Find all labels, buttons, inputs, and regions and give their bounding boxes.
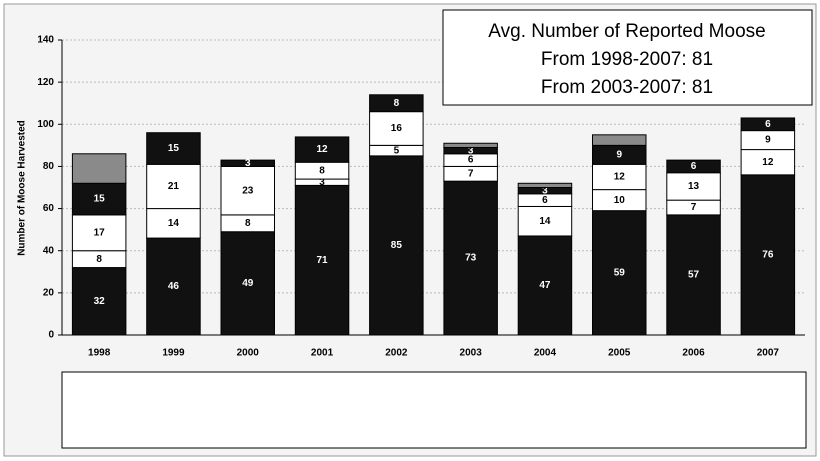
data-label: 5: [394, 145, 400, 156]
data-label: 57: [688, 270, 700, 281]
bar-segment: [146, 132, 201, 165]
bar-segment: [369, 111, 424, 146]
x-tick-label: 2003: [460, 348, 483, 359]
data-label: 13: [688, 181, 700, 192]
data-label: 14: [539, 216, 551, 227]
y-tick-label: 100: [37, 119, 54, 130]
y-tick-label: 0: [48, 330, 54, 341]
x-tick-label: 2001: [311, 348, 334, 359]
data-label: 6: [691, 161, 697, 172]
bar-segment: [740, 149, 796, 176]
bar-segment: [666, 159, 721, 174]
data-label: 32: [94, 296, 106, 307]
bar-segment: [220, 165, 275, 216]
bar-segment: [294, 136, 350, 163]
data-label: 6: [542, 195, 548, 206]
bar-segment: [146, 237, 201, 336]
bar-segment: [146, 208, 201, 239]
data-label: 59: [614, 267, 626, 278]
bar-segment: [369, 155, 424, 336]
bar-segment: [740, 117, 796, 132]
bar-segment: [369, 94, 424, 113]
y-tick-label: 80: [43, 161, 55, 172]
data-label: 21: [168, 181, 180, 192]
data-label: 3: [245, 158, 251, 169]
legend: [61, 371, 807, 449]
data-label: 8: [245, 218, 251, 229]
x-tick-label: 2006: [682, 348, 705, 359]
x-tick-label: 2005: [608, 348, 631, 359]
bar-segment: [71, 214, 127, 252]
data-label: 76: [762, 250, 774, 261]
bar-segment: [517, 182, 573, 189]
data-label: 49: [242, 278, 254, 289]
x-tick-label: 1999: [162, 348, 185, 359]
bar-segment: [517, 235, 573, 336]
data-label: 14: [168, 218, 180, 229]
bar-segment: [220, 231, 275, 336]
data-label: 6: [765, 119, 771, 130]
bar-segment: [666, 172, 721, 201]
data-label: 12: [316, 144, 328, 155]
y-tick-label: 20: [43, 287, 55, 298]
data-label: 7: [468, 168, 474, 179]
data-label: 17: [94, 227, 106, 238]
annotation-box: [442, 9, 813, 106]
bar-segment: [71, 182, 127, 216]
y-tick-label: 60: [43, 203, 55, 214]
y-axis-label: Number of Moose Harvested: [17, 120, 28, 256]
bar-segment: [592, 210, 647, 336]
annotation: Avg. Number of Reported Moose: [488, 21, 765, 42]
data-label: 3: [468, 145, 474, 156]
annotation: From 2003-2007: 81: [541, 77, 713, 98]
x-tick-label: 2000: [237, 348, 260, 359]
data-label: 16: [391, 123, 403, 134]
bar-segment: [443, 142, 498, 148]
bar-segment: [71, 153, 127, 184]
bar-segment: [220, 159, 275, 167]
x-tick-label: 2002: [385, 348, 408, 359]
data-label: 85: [391, 240, 403, 251]
data-label: 46: [168, 281, 180, 292]
bar-segment: [294, 184, 350, 336]
data-label: 71: [316, 255, 328, 266]
x-tick-label: 2007: [757, 348, 780, 359]
data-label: 9: [765, 135, 771, 146]
data-label: 8: [394, 98, 400, 109]
x-tick-label: 2004: [534, 348, 557, 359]
y-tick-label: 120: [37, 77, 54, 88]
data-label: 15: [168, 143, 180, 154]
y-tick-label: 40: [43, 245, 55, 256]
data-label: 8: [96, 254, 102, 265]
data-label: 8: [319, 165, 325, 176]
x-tick-label: 1998: [88, 348, 111, 359]
data-label: 12: [614, 172, 626, 183]
data-label: 73: [465, 253, 477, 264]
data-label: 12: [762, 157, 774, 168]
bar-segment: [592, 163, 647, 191]
data-label: 23: [242, 185, 254, 196]
bar-segment: [146, 163, 201, 210]
data-label: 47: [539, 280, 551, 291]
bar-segment: [71, 267, 127, 336]
annotation: From 1998-2007: 81: [541, 49, 713, 70]
data-label: 6: [468, 155, 474, 166]
data-label: 3: [319, 177, 325, 188]
data-label: 7: [691, 202, 697, 213]
y-tick-label: 140: [37, 35, 54, 46]
data-label: 15: [94, 194, 106, 205]
data-label: 3: [542, 185, 548, 196]
bar-segment: [592, 134, 647, 146]
data-label: 10: [614, 195, 626, 206]
data-label: 9: [616, 149, 622, 160]
